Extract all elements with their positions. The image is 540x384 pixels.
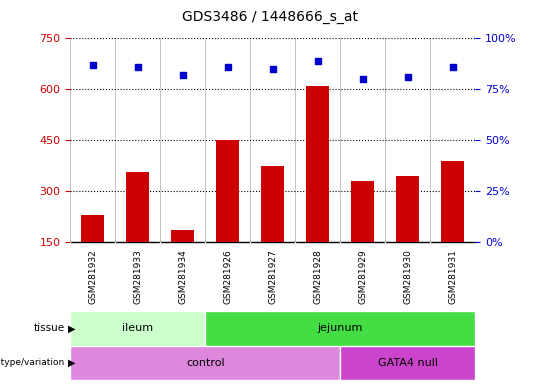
Point xyxy=(133,64,142,70)
Text: genotype/variation: genotype/variation xyxy=(0,358,65,367)
Bar xyxy=(205,311,475,346)
Bar xyxy=(172,230,194,242)
Text: GSM281931: GSM281931 xyxy=(448,249,457,304)
Bar xyxy=(307,86,329,242)
Text: GSM281928: GSM281928 xyxy=(313,249,322,304)
Point xyxy=(224,64,232,70)
Bar xyxy=(217,140,239,242)
Point xyxy=(89,62,97,68)
Text: GATA4 null: GATA4 null xyxy=(377,358,438,368)
Point xyxy=(178,72,187,78)
Text: GSM281934: GSM281934 xyxy=(178,249,187,304)
Bar xyxy=(352,181,374,242)
Bar xyxy=(442,161,464,242)
Text: tissue: tissue xyxy=(33,323,65,333)
Text: GSM281926: GSM281926 xyxy=(223,249,232,304)
Text: GSM281933: GSM281933 xyxy=(133,249,142,304)
Point xyxy=(403,74,412,80)
Text: GSM281930: GSM281930 xyxy=(403,249,412,304)
Text: ileum: ileum xyxy=(122,323,153,333)
Text: GSM281927: GSM281927 xyxy=(268,249,277,304)
Text: GSM281932: GSM281932 xyxy=(88,249,97,304)
Bar xyxy=(70,311,205,346)
Text: GSM281929: GSM281929 xyxy=(358,249,367,304)
Text: ▶: ▶ xyxy=(68,358,75,368)
Point xyxy=(359,76,367,82)
Point xyxy=(268,66,277,72)
Point xyxy=(448,64,457,70)
Text: GDS3486 / 1448666_s_at: GDS3486 / 1448666_s_at xyxy=(182,10,358,24)
Text: ▶: ▶ xyxy=(68,323,75,333)
Bar xyxy=(126,172,149,242)
Bar xyxy=(261,166,284,242)
Text: jejunum: jejunum xyxy=(318,323,363,333)
Bar xyxy=(340,346,475,380)
Bar xyxy=(82,215,104,242)
Text: control: control xyxy=(186,358,225,368)
Bar xyxy=(70,346,340,380)
Point xyxy=(313,58,322,64)
Bar xyxy=(396,176,419,242)
